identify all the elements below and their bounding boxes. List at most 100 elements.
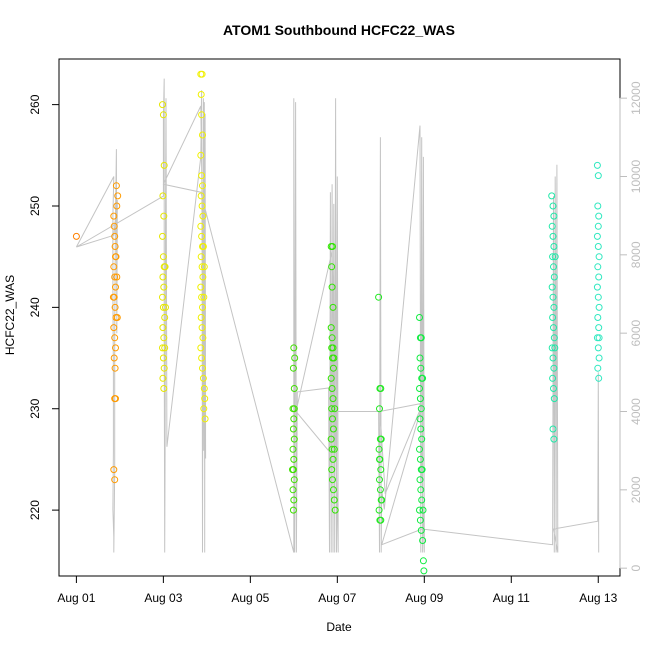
data-point <box>111 243 119 250</box>
y-axis: 220 230 240 250 260 <box>28 94 60 520</box>
data-point <box>162 303 169 311</box>
data-point <box>330 445 338 453</box>
series-3 <box>197 70 209 423</box>
data-point <box>328 283 336 291</box>
data-point <box>593 283 601 291</box>
data-point <box>419 557 427 565</box>
series-6 <box>375 293 386 524</box>
data-point <box>376 486 384 494</box>
data-point <box>112 283 119 291</box>
data-point <box>289 466 296 474</box>
data-point <box>328 263 336 271</box>
data-point <box>291 354 299 362</box>
data-point <box>419 506 427 514</box>
series-1 <box>109 182 122 484</box>
data-point <box>161 344 169 352</box>
data-point <box>200 405 208 413</box>
data-point <box>160 334 168 342</box>
data-point <box>417 526 425 534</box>
data-point <box>377 385 385 392</box>
data-point <box>328 466 336 474</box>
x-tick-label: Aug 13 <box>579 591 617 605</box>
data-point <box>290 405 298 413</box>
x-tick-label: Aug 05 <box>231 591 269 605</box>
data-point <box>72 232 80 240</box>
data-point <box>329 476 336 484</box>
data-point <box>111 232 119 240</box>
data-point <box>593 232 601 240</box>
y-tick-label: 220 <box>28 500 42 520</box>
data-point <box>376 455 383 463</box>
data-point <box>159 273 167 281</box>
data-point <box>417 405 425 413</box>
data-point <box>200 293 208 301</box>
data-point <box>377 435 385 443</box>
data-point <box>159 101 166 109</box>
data-point <box>327 435 335 443</box>
data-point <box>290 415 298 423</box>
data-point <box>199 364 206 372</box>
data-point <box>113 314 121 321</box>
data-point <box>327 374 335 382</box>
data-point <box>550 212 558 220</box>
data-point <box>110 324 118 332</box>
data-point <box>376 405 383 413</box>
data-point <box>290 496 298 504</box>
data-point <box>198 354 206 362</box>
data-point <box>331 506 339 514</box>
series-5 <box>327 243 339 514</box>
data-point <box>594 344 602 352</box>
data-point <box>159 344 166 352</box>
data-point <box>595 374 603 382</box>
data-point <box>329 415 336 423</box>
x-tick-label: Aug 03 <box>144 591 182 605</box>
data-point <box>198 202 206 210</box>
data-point <box>109 293 117 301</box>
data-point <box>594 293 602 301</box>
altitude-tick-label: 8000 <box>629 241 643 268</box>
x-tick-label: Aug 11 <box>493 591 530 605</box>
data-point <box>110 212 118 220</box>
data-point <box>594 314 602 321</box>
data-point <box>377 516 385 524</box>
data-point <box>549 354 557 362</box>
data-point <box>159 324 167 332</box>
altitude-tick-label: 4000 <box>629 398 643 425</box>
x-axis: Aug 01 Aug 03 Aug 05 Aug 07 Aug 09 Aug 11 Aug … <box>57 575 618 605</box>
data-point <box>328 445 336 453</box>
data-point <box>199 303 206 311</box>
data-point <box>417 486 425 494</box>
data-point <box>549 425 557 433</box>
data-point <box>329 364 337 372</box>
data-point <box>160 364 168 372</box>
data-point <box>199 243 207 250</box>
altitude-tick-label: 6000 <box>629 319 643 346</box>
data-point <box>550 324 557 332</box>
data-point <box>198 232 206 240</box>
data-point <box>417 334 425 342</box>
data-point <box>377 466 385 474</box>
data-point <box>548 344 556 352</box>
data-point <box>594 364 602 372</box>
data-point <box>159 253 167 261</box>
data-point <box>595 334 603 342</box>
data-point <box>551 344 559 352</box>
y-axis-label: HCFC22_WAS <box>3 275 17 355</box>
data-point <box>376 476 383 484</box>
data-point <box>548 222 556 230</box>
data-point <box>549 293 557 301</box>
data-point <box>550 385 557 392</box>
data-point <box>549 314 557 321</box>
altitude-line <box>75 78 600 553</box>
data-point <box>198 172 206 180</box>
data-point <box>289 445 297 453</box>
altitude-tick-label: 2000 <box>629 476 643 503</box>
data-point <box>375 445 383 453</box>
data-point <box>594 222 602 230</box>
data-point <box>159 111 167 119</box>
y-tick-label: 250 <box>28 196 42 216</box>
data-point <box>416 415 424 423</box>
data-point <box>159 293 166 301</box>
data-point <box>159 354 167 362</box>
data-point <box>197 222 205 230</box>
